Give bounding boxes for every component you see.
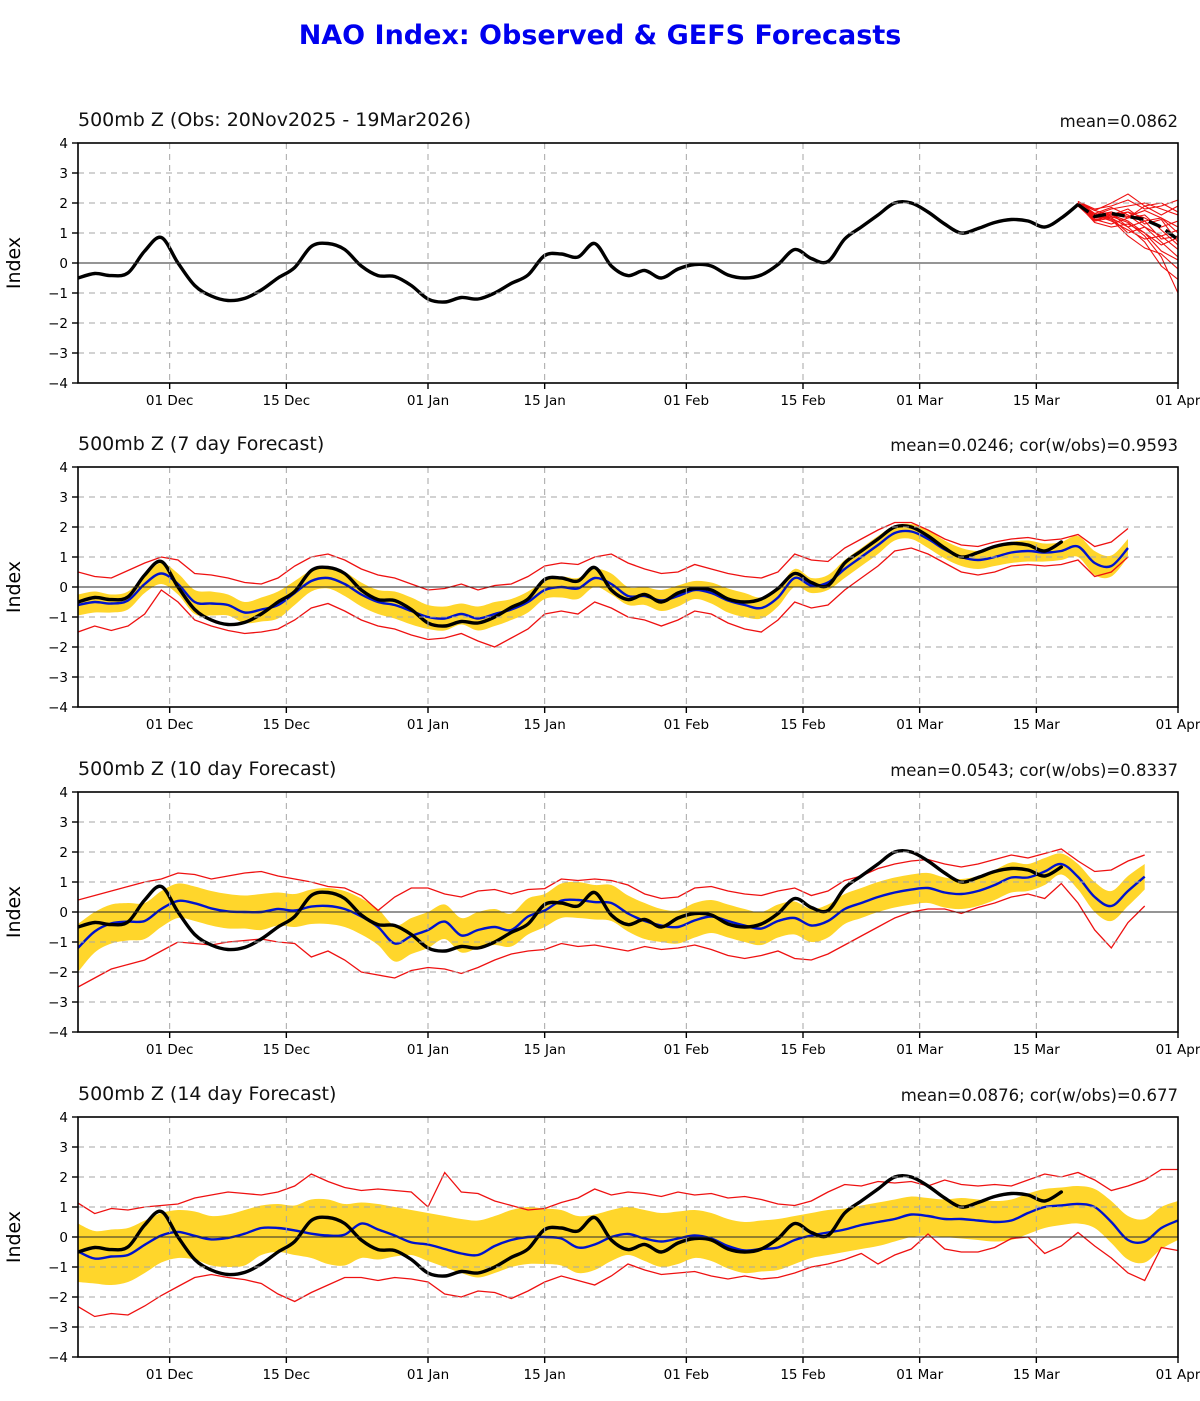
svg-text:−4: −4: [48, 1025, 68, 1041]
svg-text:−2: −2: [48, 640, 68, 656]
svg-text:01 Dec: 01 Dec: [146, 393, 194, 409]
svg-text:01 Jan: 01 Jan: [407, 1367, 449, 1383]
svg-text:3: 3: [59, 490, 68, 506]
svg-text:−4: −4: [48, 700, 68, 716]
svg-text:0: 0: [59, 580, 68, 596]
svg-text:−1: −1: [48, 1260, 68, 1276]
svg-text:3: 3: [59, 1140, 68, 1156]
y-axis-label: Index: [3, 561, 25, 613]
svg-text:−2: −2: [48, 316, 68, 332]
svg-text:15 Feb: 15 Feb: [780, 717, 825, 733]
svg-text:01 Apr: 01 Apr: [1156, 1367, 1200, 1383]
svg-text:15 Feb: 15 Feb: [780, 1367, 825, 1383]
svg-text:3: 3: [59, 815, 68, 831]
svg-text:15 Dec: 15 Dec: [263, 393, 311, 409]
forecast-10day-chart: 01 Dec 15 Dec 01 Jan 15 Jan 01 Feb 15 Feb 01 M…: [3, 785, 1200, 1058]
svg-text:−3: −3: [48, 1320, 68, 1336]
svg-text:1: 1: [59, 1200, 68, 1216]
page-title: NAO Index: Observed & GEFS Forecasts: [298, 20, 902, 51]
svg-text:0: 0: [59, 1230, 68, 1246]
panel-stats: mean=0.0876; cor(w/obs)=0.677: [900, 1086, 1178, 1105]
svg-text:−1: −1: [48, 935, 68, 951]
svg-text:01 Apr: 01 Apr: [1156, 1042, 1200, 1058]
svg-text:−2: −2: [48, 1290, 68, 1306]
svg-text:15 Jan: 15 Jan: [524, 717, 566, 733]
svg-text:01 Feb: 01 Feb: [664, 1042, 709, 1058]
svg-text:15 Mar: 15 Mar: [1013, 1042, 1060, 1058]
svg-text:01 Dec: 01 Dec: [146, 1042, 194, 1058]
forecast-14day-chart: 01 Dec 15 Dec 01 Jan 15 Jan 01 Feb 15 Feb 01 M…: [3, 1110, 1200, 1383]
svg-text:15 Mar: 15 Mar: [1013, 393, 1060, 409]
svg-text:01 Jan: 01 Jan: [407, 393, 449, 409]
svg-text:01 Apr: 01 Apr: [1156, 393, 1200, 409]
panel-stats: mean=0.0862: [1059, 112, 1178, 131]
panel-stats: mean=0.0246; cor(w/obs)=0.9593: [890, 436, 1178, 455]
panel-title: 500mb Z (Obs: 20Nov2025 - 19Mar2026): [78, 109, 472, 131]
panel-10day-forecast: 500mb Z (10 day Forecast) mean=0.0543; c…: [0, 746, 1200, 1076]
svg-text:1: 1: [59, 550, 68, 566]
svg-text:0: 0: [59, 905, 68, 921]
svg-text:15 Jan: 15 Jan: [524, 1367, 566, 1383]
svg-text:15 Feb: 15 Feb: [780, 393, 825, 409]
svg-text:01 Mar: 01 Mar: [896, 393, 943, 409]
svg-text:−3: −3: [48, 346, 68, 362]
panel-title: 500mb Z (14 day Forecast): [78, 1083, 337, 1105]
svg-text:0: 0: [59, 256, 68, 272]
svg-text:01 Feb: 01 Feb: [664, 717, 709, 733]
observed-chart: 01 Dec 15 Dec 01 Jan 15 Jan 01 Feb 15 Feb 01 M…: [3, 136, 1200, 409]
svg-text:01 Mar: 01 Mar: [896, 717, 943, 733]
svg-text:−1: −1: [48, 286, 68, 302]
svg-text:01 Feb: 01 Feb: [664, 393, 709, 409]
svg-text:4: 4: [59, 136, 68, 152]
svg-text:3: 3: [59, 166, 68, 182]
svg-text:2: 2: [59, 1170, 68, 1186]
svg-text:01 Feb: 01 Feb: [664, 1367, 709, 1383]
svg-text:4: 4: [59, 1110, 68, 1126]
svg-text:−4: −4: [48, 376, 68, 392]
svg-text:15 Dec: 15 Dec: [263, 1367, 311, 1383]
svg-text:15 Mar: 15 Mar: [1013, 1367, 1060, 1383]
svg-text:15 Dec: 15 Dec: [263, 1042, 311, 1058]
svg-text:01 Jan: 01 Jan: [407, 717, 449, 733]
svg-text:4: 4: [59, 785, 68, 801]
svg-text:15 Dec: 15 Dec: [263, 717, 311, 733]
panel-title: 500mb Z (7 day Forecast): [78, 433, 325, 455]
svg-text:−4: −4: [48, 1350, 68, 1366]
svg-text:−2: −2: [48, 965, 68, 981]
panel-7day-forecast: 500mb Z (7 day Forecast) mean=0.0246; co…: [0, 421, 1200, 751]
forecast-7day-chart: 01 Dec 15 Dec 01 Jan 15 Jan 01 Feb 15 Feb 01 M…: [3, 460, 1200, 733]
y-axis-label: Index: [3, 237, 25, 289]
svg-text:01 Mar: 01 Mar: [896, 1367, 943, 1383]
svg-text:01 Dec: 01 Dec: [146, 717, 194, 733]
svg-text:−3: −3: [48, 995, 68, 1011]
svg-text:15 Feb: 15 Feb: [780, 1042, 825, 1058]
svg-text:01 Jan: 01 Jan: [407, 1042, 449, 1058]
svg-text:−3: −3: [48, 670, 68, 686]
panel-observed: 500mb Z (Obs: 20Nov2025 - 19Mar2026) mea…: [0, 97, 1200, 427]
y-axis-label: Index: [3, 1211, 25, 1263]
svg-text:01 Apr: 01 Apr: [1156, 717, 1200, 733]
svg-text:15 Jan: 15 Jan: [524, 1042, 566, 1058]
panel-stats: mean=0.0543; cor(w/obs)=0.8337: [890, 761, 1178, 780]
y-axis-label: Index: [3, 886, 25, 938]
svg-text:1: 1: [59, 875, 68, 891]
svg-text:2: 2: [59, 845, 68, 861]
svg-text:2: 2: [59, 196, 68, 212]
svg-text:2: 2: [59, 520, 68, 536]
panel-title: 500mb Z (10 day Forecast): [78, 758, 337, 780]
svg-text:1: 1: [59, 226, 68, 242]
svg-text:4: 4: [59, 460, 68, 476]
svg-text:15 Mar: 15 Mar: [1013, 717, 1060, 733]
svg-text:−1: −1: [48, 610, 68, 626]
panel-14day-forecast: 500mb Z (14 day Forecast) mean=0.0876; c…: [0, 1071, 1200, 1401]
svg-text:01 Dec: 01 Dec: [146, 1367, 194, 1383]
svg-text:15 Jan: 15 Jan: [524, 393, 566, 409]
svg-text:01 Mar: 01 Mar: [896, 1042, 943, 1058]
